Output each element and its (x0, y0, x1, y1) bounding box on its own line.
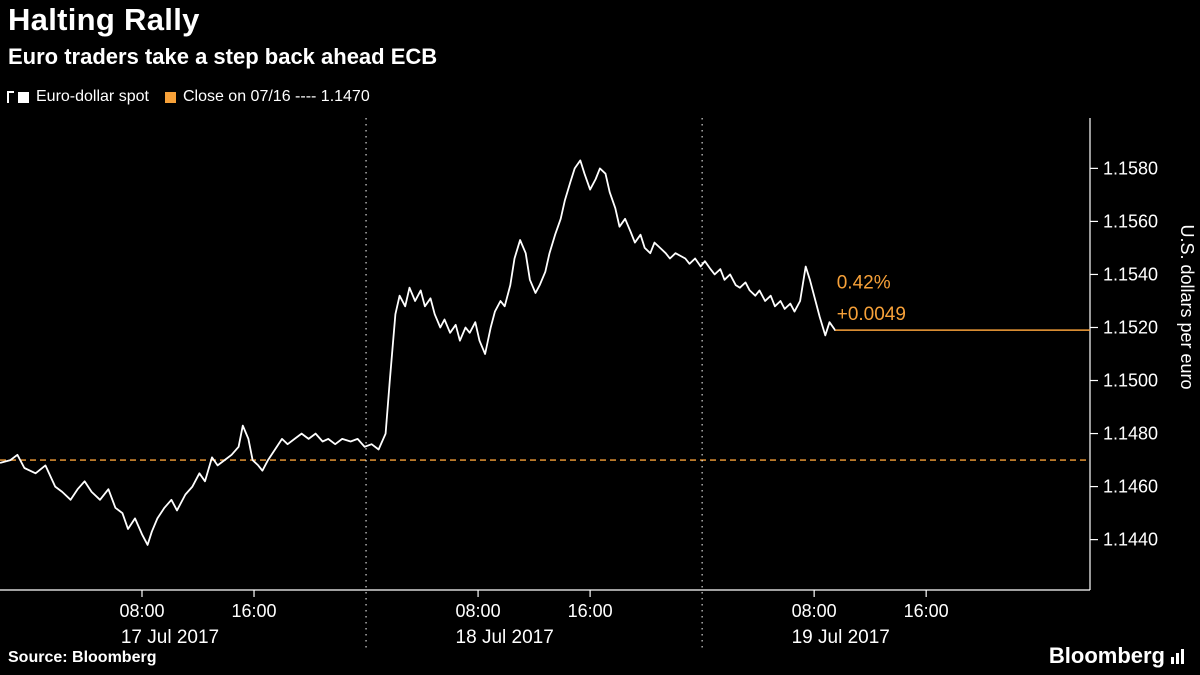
legend-item-close: Close on 07/16 ---- 1.1470 (164, 88, 370, 106)
x-tick-label: 16:00 (904, 601, 949, 621)
x-tick-label: 08:00 (119, 601, 164, 621)
x-tick-label: 08:00 (456, 601, 501, 621)
date-label: 18 Jul 2017 (456, 627, 554, 648)
date-label: 19 Jul 2017 (792, 627, 890, 648)
y-axis-title: U.S. dollars per euro (1177, 224, 1197, 389)
legend-item-spot: Euro-dollar spot (18, 88, 149, 106)
y-tick-label: 1.1580 (1103, 158, 1158, 178)
legend-label-close: Close on 07/16 ---- 1.1470 (182, 88, 370, 105)
y-tick-label: 1.1520 (1103, 317, 1158, 337)
x-tick-label: 16:00 (568, 601, 613, 621)
bloomberg-logo: Bloomberg (1049, 643, 1186, 669)
annotation-label: +0.0049 (837, 304, 906, 325)
date-label: 17 Jul 2017 (121, 627, 219, 648)
legend-marker-close (164, 91, 176, 103)
y-tick-label: 1.1540 (1103, 264, 1158, 284)
bloomberg-logo-text: Bloomberg (1048, 643, 1165, 668)
y-tick-label: 1.1440 (1103, 530, 1158, 550)
y-tick-label: 1.1500 (1103, 371, 1158, 391)
x-tick-label: 08:00 (792, 601, 837, 621)
y-tick-label: 1.1460 (1103, 477, 1158, 497)
price-series-line (0, 159, 836, 546)
legend-marker-spot (18, 91, 29, 103)
annotation-label: 0.42% (837, 272, 891, 293)
chart-subtitle: Euro traders take a step back ahead ECB (8, 44, 438, 69)
legend-label-spot: Euro-dollar spot (36, 88, 149, 105)
y-tick-label: 1.1480 (1103, 424, 1158, 444)
chart-title: Halting Rally (8, 2, 200, 37)
legend: Euro-dollar spot Close on 07/16 ---- 1.1… (7, 88, 386, 106)
source-label: Source: Bloomberg (8, 649, 157, 666)
legend-key-icon (7, 91, 14, 103)
x-tick-label: 16:00 (231, 601, 276, 621)
y-tick-label: 1.1560 (1103, 211, 1158, 231)
bloomberg-logo-icon (1171, 648, 1184, 664)
